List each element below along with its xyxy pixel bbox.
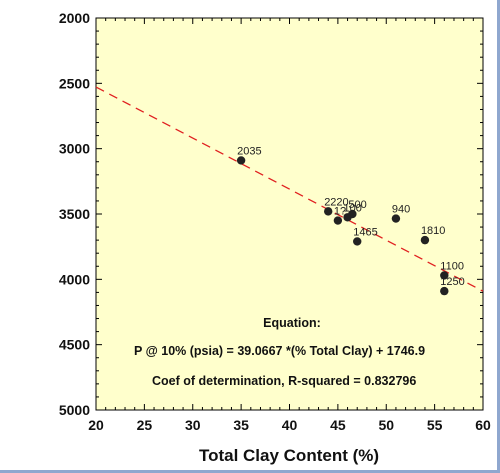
x-tick-label: 40 <box>282 417 298 433</box>
data-point-label: 1465 <box>353 226 377 238</box>
y-tick-label: 2500 <box>59 75 90 91</box>
data-point <box>324 207 333 216</box>
y-tick-label: 4000 <box>59 271 90 287</box>
data-point-label: 2035 <box>237 145 261 157</box>
data-point <box>348 209 357 219</box>
x-tick-label: 20 <box>88 417 104 433</box>
data-point <box>236 156 246 165</box>
data-point-label: 1? <box>334 206 346 218</box>
y-tick-label: 3000 <box>59 141 90 157</box>
data-point-label: 500 <box>348 199 366 211</box>
equation-heading: Equation: <box>263 316 321 330</box>
data-point <box>353 237 362 246</box>
data-points <box>236 156 449 296</box>
data-point <box>440 271 449 280</box>
x-axis-title: Total Clay Content (%) <box>199 446 379 465</box>
data-point <box>420 235 430 245</box>
y-tick-label: 3500 <box>59 206 90 222</box>
x-tick-label: 50 <box>378 417 394 433</box>
x-tick-label: 30 <box>185 417 201 433</box>
x-tick-label: 25 <box>137 417 153 433</box>
data-point <box>440 286 449 296</box>
data-point <box>333 216 343 225</box>
trendline <box>95 86 484 292</box>
data-point-label: 1100 <box>440 260 464 272</box>
data-point-label: 1810 <box>421 225 445 237</box>
r-squared-text: Coef of determination, R-squared = 0.832… <box>152 374 416 388</box>
x-tick-label: 60 <box>475 417 491 433</box>
x-tick-label: 35 <box>233 417 249 433</box>
plot-area <box>95 17 484 411</box>
data-point-label: 1250 <box>440 276 464 288</box>
x-tick-label: 45 <box>330 417 346 433</box>
data-point-label: 940 <box>392 204 410 216</box>
y-tick-label: 2000 <box>59 10 90 26</box>
data-point-label: 100 <box>344 202 362 214</box>
data-point <box>391 214 401 223</box>
data-point-label: 2220 <box>324 196 348 208</box>
ticks: 20 25 30 35 40 45 50 55 60 2000 2500 3000 3500 4000 45… <box>59 10 491 433</box>
trendline-segment <box>95 86 484 292</box>
x-tick-label: 55 <box>427 417 443 433</box>
equation-text: P @ 10% (psia) = 39.0667 *(% Total Clay)… <box>134 344 425 358</box>
y-tick-label: 5000 <box>59 402 90 418</box>
y-tick-label: 4500 <box>59 337 90 353</box>
